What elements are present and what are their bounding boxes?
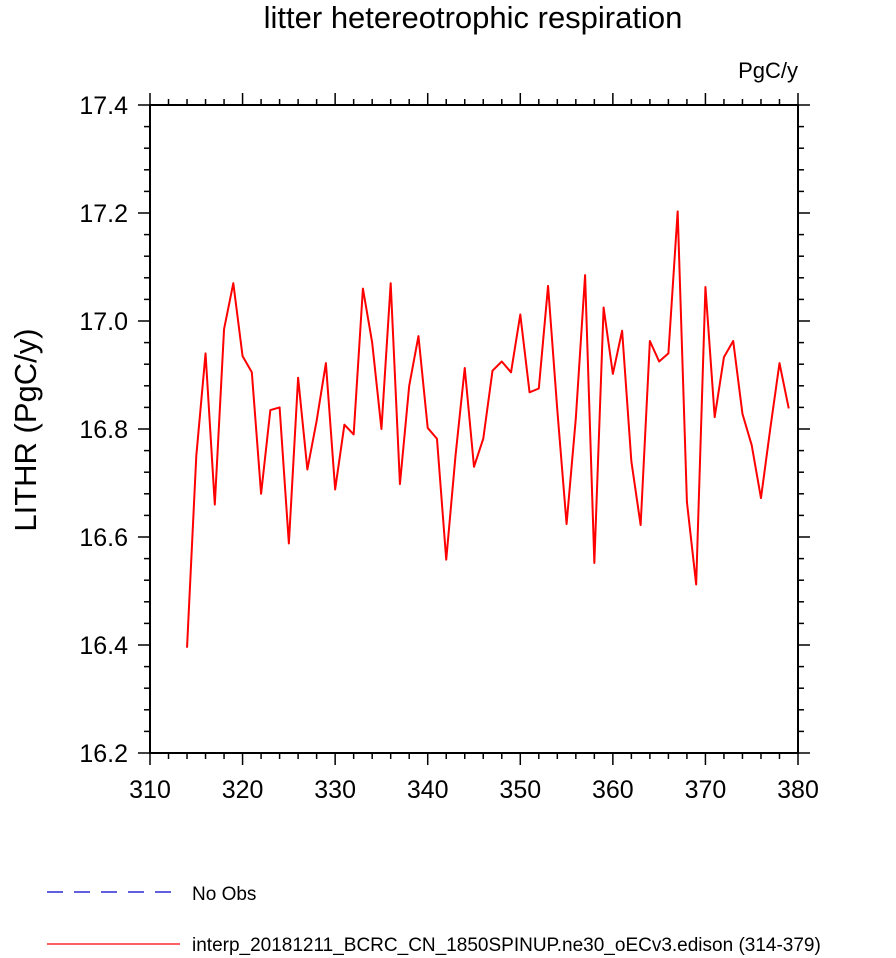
y-tick-label: 16.2 <box>79 740 128 768</box>
units-label: PgC/y <box>738 58 798 83</box>
x-tick-label: 310 <box>129 776 171 804</box>
y-tick-label: 17.4 <box>79 92 128 120</box>
y-axis-label: LITHR (PgC/y) <box>8 328 43 531</box>
x-tick-label: 380 <box>777 776 819 804</box>
x-tick-label: 330 <box>314 776 356 804</box>
x-tick-label: 320 <box>222 776 264 804</box>
y-tick-label: 16.4 <box>79 632 128 660</box>
y-tick-label: 16.8 <box>79 416 128 444</box>
legend: No Obs interp_20181211_BCRC_CN_1850SPINU… <box>47 884 821 956</box>
x-tick-labels: 310 320 330 340 350 360 370 380 <box>129 776 819 804</box>
x-tick-label: 370 <box>685 776 727 804</box>
series-lines <box>186 210 790 648</box>
legend-label-no-obs: No Obs <box>192 884 256 905</box>
x-tick-label: 350 <box>499 776 541 804</box>
tick-marks <box>138 93 810 765</box>
legend-label-model: interp_20181211_BCRC_CN_1850SPINUP.ne30_… <box>192 935 821 956</box>
x-tick-label: 340 <box>407 776 449 804</box>
y-tick-labels: 16.2 16.4 16.6 16.8 17.0 17.2 17.4 <box>79 92 128 768</box>
plot-frame <box>149 104 799 754</box>
series-line-1 <box>186 210 790 648</box>
chart-title: litter hetereotrophic respiration <box>264 0 683 35</box>
x-tick-label: 360 <box>592 776 634 804</box>
y-tick-label: 16.6 <box>79 524 128 552</box>
y-tick-label: 17.2 <box>79 200 128 228</box>
y-tick-label: 17.0 <box>79 308 128 336</box>
